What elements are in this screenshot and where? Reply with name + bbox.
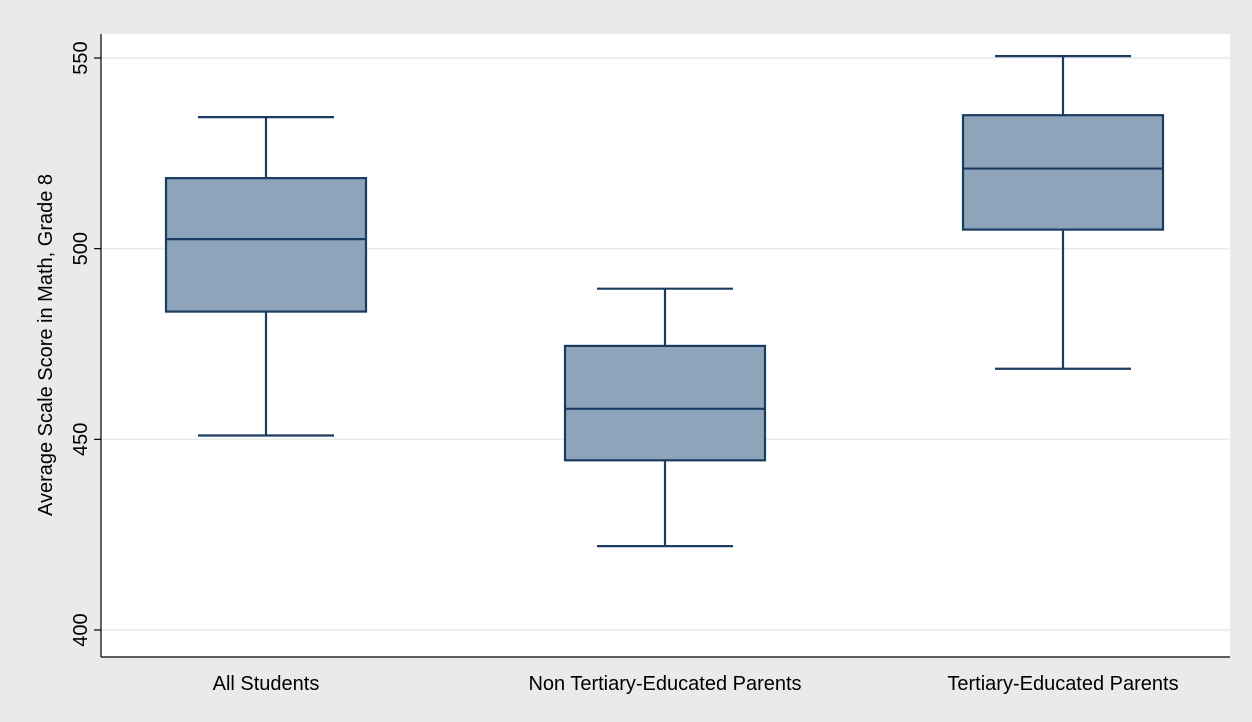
y-axis-title: Average Scale Score in Math, Grade 8 <box>35 174 57 516</box>
box-group <box>961 54 1165 370</box>
y-tick-label: 500 <box>70 232 92 265</box>
x-category-label: Tertiary-Educated Parents <box>947 673 1178 695</box>
y-tick-label: 450 <box>70 423 92 456</box>
box-group <box>164 116 368 437</box>
x-category-label: All Students <box>213 673 320 695</box>
box-iqr <box>164 177 368 313</box>
box-iqr <box>563 344 767 462</box>
box-group <box>563 287 767 548</box>
tick-labels: 400 450 500 550 All Students Non Tertiary-Edu… <box>70 41 1179 695</box>
box-iqr <box>961 114 1165 231</box>
y-tick-label: 400 <box>70 613 92 646</box>
axes <box>94 34 1230 658</box>
y-tick-label: 550 <box>70 41 92 74</box>
x-category-label: Non Tertiary-Educated Parents <box>528 673 801 695</box>
boxes <box>164 54 1165 548</box>
